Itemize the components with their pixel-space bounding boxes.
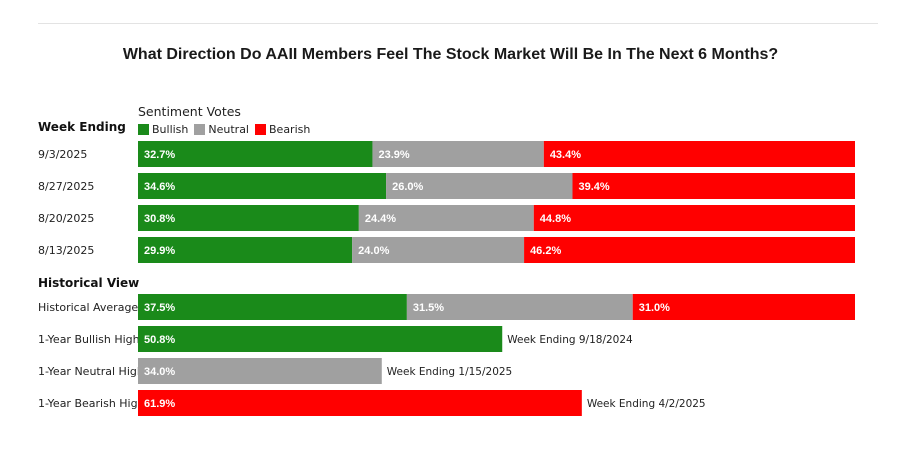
legend: Bullish Neutral Bearish bbox=[138, 123, 316, 136]
week-row-3-value-neutral: 24.0% bbox=[358, 245, 389, 257]
high-neutral-note: Week Ending 1/15/2025 bbox=[387, 366, 512, 378]
high-bearish-bar bbox=[138, 390, 582, 416]
legend-swatch-neutral bbox=[194, 124, 206, 135]
week-row-2-label: 8/20/2025 bbox=[38, 212, 94, 225]
high-neutral-label: 1-Year Neutral High bbox=[38, 365, 144, 378]
week-row-0-bar-bullish bbox=[138, 141, 373, 167]
week-row-1-bar-bullish bbox=[138, 173, 387, 199]
week-row-1-label: 8/27/2025 bbox=[38, 180, 94, 193]
legend-title: Sentiment Votes bbox=[138, 104, 241, 119]
week-row-1-value-neutral: 26.0% bbox=[392, 181, 423, 193]
legend-label-neutral: Neutral bbox=[208, 123, 249, 136]
week-row-2-bar-bearish bbox=[533, 205, 855, 231]
legend-item-bullish: Bullish bbox=[138, 123, 188, 136]
week-row-1-value-bearish: 39.4% bbox=[579, 181, 610, 193]
week-row-2-bar-bullish bbox=[138, 205, 359, 231]
historical-averages-bar-neutral bbox=[406, 294, 633, 320]
historical-averages-value-bearish: 31.0% bbox=[639, 302, 670, 314]
historical-averages-label: Historical Averages bbox=[38, 301, 144, 314]
week-row-1-value-bullish: 34.6% bbox=[144, 181, 175, 193]
week-row-2-value-bullish: 30.8% bbox=[144, 213, 175, 225]
historical-averages-value-neutral: 31.5% bbox=[413, 302, 444, 314]
high-bullish-label: 1-Year Bullish High: bbox=[38, 333, 143, 346]
high-neutral-value: 34.0% bbox=[144, 366, 175, 378]
high-bullish-bar bbox=[138, 326, 503, 352]
week-row-0-value-neutral: 23.9% bbox=[378, 149, 409, 161]
week-row-2-value-neutral: 24.4% bbox=[365, 213, 396, 225]
week-ending-header: Week Ending bbox=[38, 120, 126, 134]
top-divider bbox=[38, 23, 878, 24]
high-bullish-value: 50.8% bbox=[144, 334, 175, 346]
week-row-0-value-bearish: 43.4% bbox=[550, 149, 581, 161]
week-row-1-bar-bearish bbox=[572, 173, 855, 199]
week-row-3-value-bullish: 29.9% bbox=[144, 245, 175, 257]
legend-item-neutral: Neutral bbox=[194, 123, 249, 136]
high-bearish-label: 1-Year Bearish High bbox=[38, 397, 145, 410]
legend-swatch-bullish bbox=[138, 124, 149, 135]
high-bearish-value: 61.9% bbox=[144, 398, 175, 410]
week-row-3-bar-bullish bbox=[138, 237, 353, 263]
high-bearish-note: Week Ending 4/2/2025 bbox=[587, 398, 706, 410]
week-row-0-bar-neutral bbox=[372, 141, 544, 167]
week-row-3-bar-neutral bbox=[352, 237, 525, 263]
week-row-0-label: 9/3/2025 bbox=[38, 148, 87, 161]
legend-swatch-bearish bbox=[255, 124, 266, 135]
week-row-1-bar-neutral bbox=[386, 173, 573, 199]
week-row-3-bar-bearish bbox=[524, 237, 855, 263]
week-row-2-value-bearish: 44.8% bbox=[540, 213, 571, 225]
historical-averages-bar-bearish bbox=[632, 294, 855, 320]
historical-averages-value-bullish: 37.5% bbox=[144, 302, 175, 314]
week-row-0-bar-bearish bbox=[543, 141, 855, 167]
week-row-0-value-bullish: 32.7% bbox=[144, 149, 175, 161]
legend-label-bearish: Bearish bbox=[269, 123, 311, 136]
week-row-2-bar-neutral bbox=[358, 205, 534, 231]
historical-averages-bar-bullish bbox=[138, 294, 407, 320]
high-neutral-bar bbox=[138, 358, 382, 384]
legend-label-bullish: Bullish bbox=[152, 123, 189, 136]
week-row-3-label: 8/13/2025 bbox=[38, 244, 94, 257]
legend-item-bearish: Bearish bbox=[255, 123, 310, 136]
week-row-3-value-bearish: 46.2% bbox=[530, 245, 561, 257]
chart-title: What Direction Do AAII Members Feel The … bbox=[122, 46, 779, 63]
high-bullish-note: Week Ending 9/18/2024 bbox=[507, 334, 633, 346]
historical-view-header: Historical View bbox=[38, 276, 140, 290]
